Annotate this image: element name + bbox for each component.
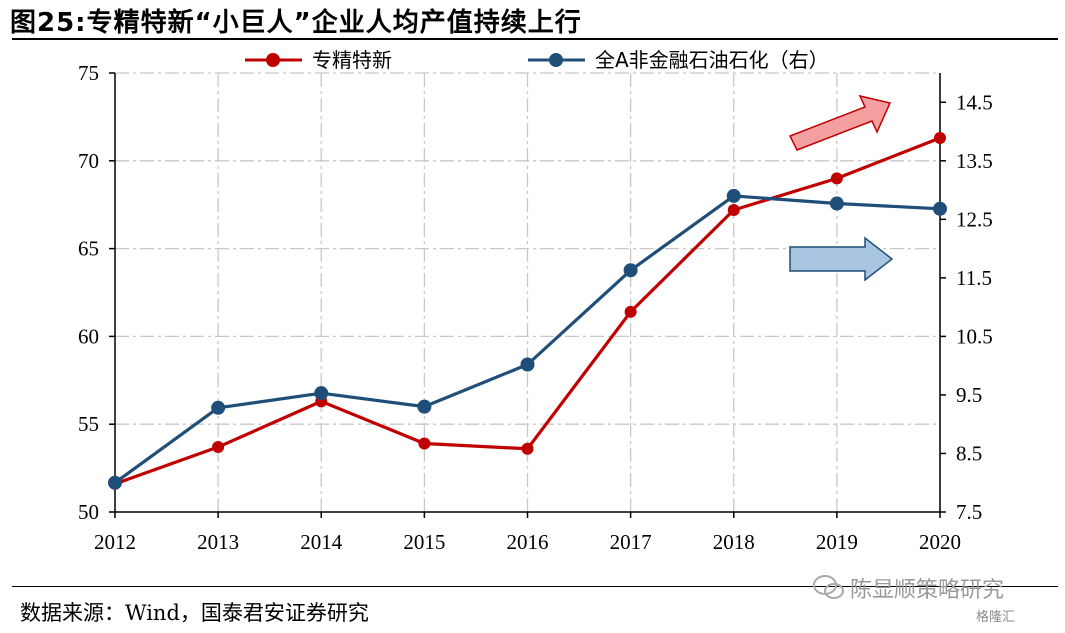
- right-tick-label-2: 9.5: [956, 383, 982, 407]
- series-0-point-8: [934, 131, 946, 144]
- right-tick-label-1: 8.5: [956, 441, 982, 465]
- series-0-point-7: [830, 172, 843, 185]
- x-tick-label-1: 2013: [197, 530, 239, 554]
- right-tick-label-0: 7.5: [956, 500, 982, 524]
- right-axis-ticks: 7.5 8.5 9.5 10.5 11.5 12.5 13.5 14.5: [940, 90, 993, 524]
- x-tick-label-7: 2019: [816, 530, 858, 554]
- legend-marker-blue: [549, 53, 563, 67]
- watermark: 陈显顺策略研究: [850, 578, 1005, 603]
- left-tick-label-0: 50: [78, 500, 99, 524]
- x-tick-label-5: 2017: [610, 530, 652, 554]
- bottom-rule: [12, 586, 1058, 587]
- legend: 专精特新 全A非金融石油石化（右）: [245, 48, 829, 72]
- series-1-point-2: [314, 386, 329, 401]
- series-0-point-5: [624, 305, 637, 318]
- right-tick-label-6: 13.5: [956, 149, 993, 173]
- x-tick-label-6: 2018: [713, 530, 755, 554]
- wechat-icon: [813, 575, 844, 599]
- x-tick-label-8: 2020: [919, 530, 961, 554]
- source-note: 数据来源：Wind，国泰君安证券研究: [20, 601, 369, 625]
- series-1-point-7: [829, 196, 844, 211]
- series-1-point-4: [520, 357, 535, 372]
- left-tick-label-2: 60: [78, 324, 99, 348]
- x-tick-label-0: 2012: [94, 530, 136, 554]
- left-axis-ticks: 50 55 60 65 70 75: [78, 61, 115, 524]
- series-1-point-3: [417, 399, 432, 414]
- left-tick-label-5: 75: [78, 61, 99, 85]
- chart-title: 图25:专精特新“小巨人”企业人均产值持续上行: [10, 8, 582, 38]
- trend-arrow-right: [789, 236, 894, 282]
- series-1-point-1: [211, 400, 226, 415]
- x-tick-label-3: 2015: [403, 530, 445, 554]
- left-tick-label-3: 65: [78, 237, 99, 261]
- legend-label-blue: 全A非金融石油石化（右）: [595, 48, 829, 72]
- right-tick-label-7: 14.5: [956, 90, 993, 114]
- x-tick-label-4: 2016: [507, 530, 549, 554]
- right-tick-label-3: 10.5: [956, 324, 993, 348]
- legend-marker-red: [266, 53, 280, 67]
- right-tick-label-5: 12.5: [956, 207, 993, 231]
- series-1-point-8: [933, 201, 947, 216]
- watermark-secondary: 格隆汇: [976, 610, 1016, 625]
- top-rule: [12, 38, 1058, 40]
- series-0-point-4: [521, 442, 534, 455]
- x-axis-ticks: 2012 2013 2014 2015 2016 2017 2018 2019 2020: [94, 512, 961, 554]
- series-0-point-3: [418, 437, 431, 450]
- trend-arrows: [788, 94, 894, 282]
- series-0-point-6: [727, 203, 740, 216]
- x-tick-label-2: 2014: [300, 530, 343, 554]
- left-tick-label-1: 55: [78, 412, 99, 436]
- series-0-point-1: [212, 441, 225, 454]
- left-tick-label-4: 70: [78, 149, 99, 173]
- trend-arrow-up: [788, 94, 892, 151]
- series-1-point-6: [726, 188, 741, 203]
- legend-label-red: 专精特新: [312, 48, 392, 72]
- series-1-point-0: [108, 475, 122, 490]
- series-layer: [108, 131, 947, 490]
- right-tick-label-4: 11.5: [956, 266, 992, 290]
- series-line-1: [114, 194, 941, 485]
- series-1-point-5: [623, 263, 638, 278]
